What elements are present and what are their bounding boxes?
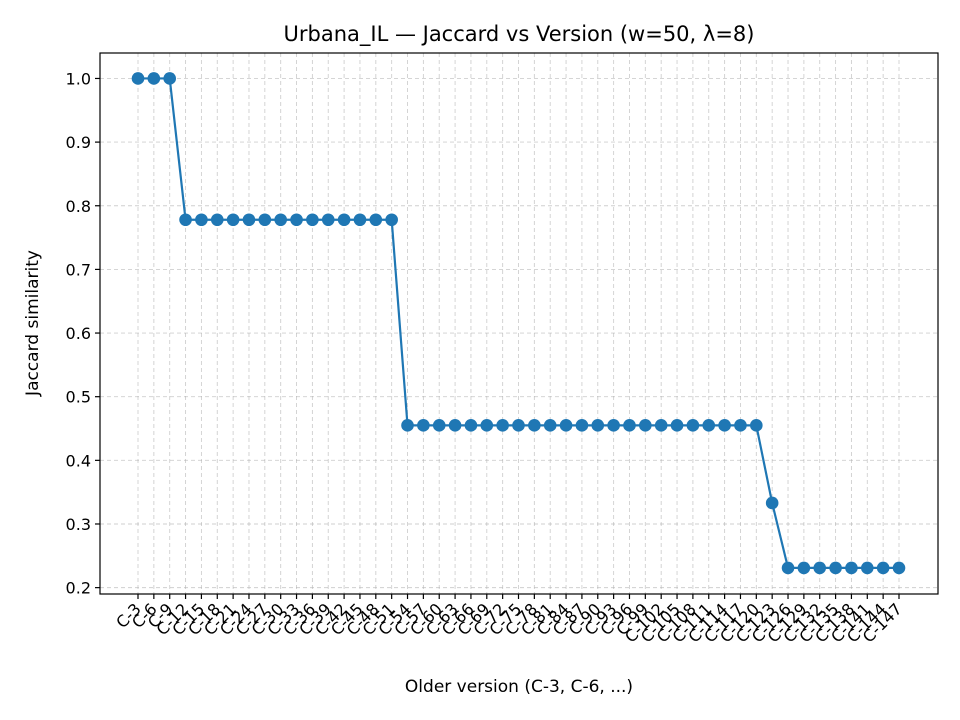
y-tick-label: 0.3 (66, 515, 91, 534)
y-axis: 0.2 0.3 0.4 0.5 0.6 0.7 0.8 0.9 1.0 (66, 69, 100, 598)
data-point (623, 419, 636, 432)
data-point (226, 213, 240, 227)
data-point (702, 419, 716, 432)
data-point (860, 561, 874, 575)
data-point (480, 419, 494, 432)
data-point (797, 561, 811, 575)
data-point (496, 419, 509, 432)
y-tick-label: 0.9 (66, 133, 91, 152)
data-point (417, 419, 430, 432)
data-point (813, 561, 827, 575)
data-point (670, 419, 684, 432)
data-point (765, 496, 779, 510)
y-axis-label: Jaccard similarity (23, 250, 43, 397)
data-point (385, 213, 398, 227)
data-point (290, 213, 303, 227)
data-point (892, 561, 906, 575)
data-point (448, 419, 462, 432)
data-point (876, 561, 890, 575)
data-point (369, 213, 383, 227)
data-point (639, 419, 652, 432)
data-point (163, 72, 177, 85)
data-point (274, 213, 287, 227)
data-point (179, 213, 192, 227)
data-point (131, 72, 145, 85)
y-tick-label: 1.0 (66, 69, 91, 88)
chart-title: Urbana_IL — Jaccard vs Version (w=50, λ=… (284, 22, 755, 47)
data-point (591, 419, 605, 432)
y-tick-label: 0.8 (66, 197, 91, 216)
data-point (401, 419, 414, 432)
y-tick-label: 0.4 (66, 451, 91, 470)
data-point (210, 213, 224, 227)
series (131, 72, 906, 575)
data-point (845, 561, 858, 575)
data-point (242, 213, 256, 227)
data-point (543, 419, 557, 432)
data-point (432, 419, 446, 432)
data-point (353, 213, 367, 227)
data-point (718, 419, 731, 432)
data-point (464, 419, 478, 432)
data-point (147, 72, 161, 85)
data-point (686, 419, 700, 432)
data-point (734, 419, 747, 432)
data-point (512, 419, 525, 432)
data-point (607, 419, 620, 432)
data-point (781, 561, 795, 575)
data-point (321, 213, 335, 227)
data-point (559, 419, 573, 432)
y-tick-label: 0.5 (66, 388, 91, 407)
data-point (575, 419, 589, 432)
y-tick-label: 0.2 (66, 579, 91, 598)
data-point (829, 561, 842, 575)
data-point (337, 213, 351, 227)
data-point (258, 213, 272, 227)
data-point (654, 419, 668, 432)
data-point (306, 213, 319, 227)
y-tick-label: 0.7 (66, 260, 91, 279)
data-point (528, 419, 541, 432)
x-axis: C-3C-6C-9C-12C-15C-18C-21C-24C-27C-30C-3… (112, 594, 906, 646)
data-point (750, 419, 763, 432)
data-point (195, 213, 208, 227)
x-axis-label: Older version (C-3, C-6, ...) (405, 677, 633, 697)
y-tick-label: 0.6 (66, 324, 91, 343)
